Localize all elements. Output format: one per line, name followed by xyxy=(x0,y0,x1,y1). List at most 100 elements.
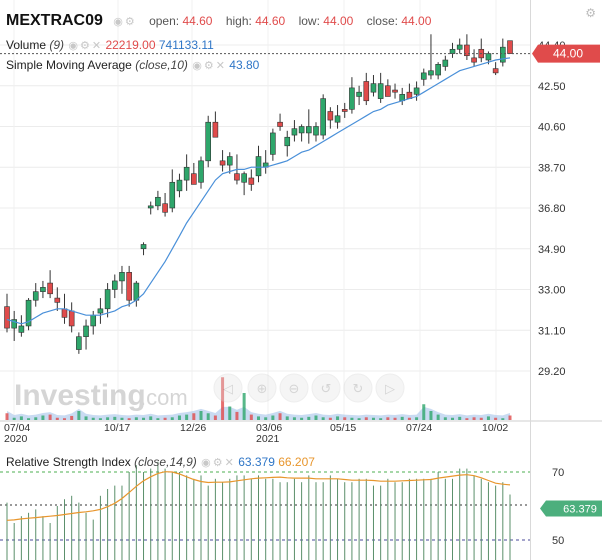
candle[interactable] xyxy=(97,298,104,324)
candle[interactable] xyxy=(18,315,25,337)
volume-bar xyxy=(494,417,498,420)
candle[interactable] xyxy=(349,77,355,114)
volume-close-icon[interactable]: ✕ xyxy=(91,40,102,52)
candle[interactable] xyxy=(341,102,348,118)
candle[interactable] xyxy=(392,83,398,99)
volume-bar xyxy=(185,414,189,420)
rsi-close-icon[interactable]: ✕ xyxy=(224,457,234,469)
close-label: close: xyxy=(366,14,398,28)
volume-settings-icon[interactable]: ⚙ xyxy=(80,40,90,52)
candle[interactable] xyxy=(241,171,247,196)
zoom-in-button[interactable]: ⊕ xyxy=(247,373,277,403)
sma-settings-icon[interactable]: ⚙ xyxy=(203,60,214,72)
candle[interactable] xyxy=(255,145,262,183)
candle[interactable] xyxy=(219,150,226,172)
candle[interactable] xyxy=(76,332,82,354)
candle[interactable] xyxy=(471,49,477,67)
candle[interactable] xyxy=(399,87,406,106)
candle-body xyxy=(341,109,348,112)
candle[interactable] xyxy=(435,62,441,80)
candle[interactable] xyxy=(205,115,211,168)
volume-value-2: 741133.11 xyxy=(158,38,214,52)
candle[interactable] xyxy=(413,81,420,101)
candle[interactable] xyxy=(428,34,434,80)
candle[interactable] xyxy=(262,150,269,174)
candle[interactable] xyxy=(104,283,111,318)
candle[interactable] xyxy=(270,128,276,161)
candle[interactable] xyxy=(248,169,255,191)
hide-icon[interactable]: ◉ xyxy=(113,16,123,28)
candle[interactable] xyxy=(25,298,32,331)
zoom-out-button[interactable]: ⊖ xyxy=(279,373,309,403)
rsi-settings-icon[interactable]: ⚙ xyxy=(212,457,223,469)
candle[interactable] xyxy=(420,68,427,86)
candle[interactable] xyxy=(198,156,204,189)
candle[interactable] xyxy=(54,287,61,311)
candle[interactable] xyxy=(500,38,506,67)
candle-body xyxy=(47,282,53,295)
candle[interactable] xyxy=(226,152,233,174)
candle[interactable] xyxy=(11,310,17,341)
zoom-controls[interactable]: ◁ ⊕ ⊖ ↺ ↻ ▷ xyxy=(213,373,405,403)
sma-hide-icon[interactable]: ◉ xyxy=(192,60,202,72)
candle[interactable] xyxy=(162,192,168,217)
candle[interactable] xyxy=(442,55,449,71)
candle[interactable] xyxy=(90,310,97,335)
candle[interactable] xyxy=(169,169,176,213)
undo-button[interactable]: ↺ xyxy=(311,373,341,403)
candle[interactable] xyxy=(291,120,298,142)
candle[interactable] xyxy=(363,72,370,106)
candle[interactable] xyxy=(370,75,377,97)
candle[interactable] xyxy=(385,79,391,97)
settings-icon[interactable]: ⚙ xyxy=(124,16,135,28)
candle-body xyxy=(104,289,111,310)
candle[interactable] xyxy=(126,265,132,307)
candle[interactable] xyxy=(377,72,384,103)
candle[interactable] xyxy=(155,190,161,211)
candle[interactable] xyxy=(478,38,485,63)
candle[interactable] xyxy=(111,274,118,299)
volume-hide-icon[interactable]: ◉ xyxy=(68,40,78,52)
volume-bar xyxy=(336,416,340,420)
candle[interactable] xyxy=(83,319,89,350)
candle[interactable] xyxy=(32,283,39,307)
candle[interactable] xyxy=(47,270,53,299)
candle[interactable] xyxy=(507,40,513,54)
candle[interactable] xyxy=(492,62,499,76)
candle[interactable] xyxy=(313,122,319,142)
candle[interactable] xyxy=(456,38,463,54)
candle[interactable] xyxy=(147,201,154,215)
candle[interactable] xyxy=(305,109,312,144)
candle[interactable] xyxy=(334,105,341,129)
candle[interactable] xyxy=(133,280,140,307)
candle[interactable] xyxy=(356,85,362,106)
candle[interactable] xyxy=(320,94,326,140)
candle[interactable] xyxy=(183,154,190,191)
volume-bar xyxy=(34,417,38,420)
candle[interactable] xyxy=(212,111,219,138)
candle[interactable] xyxy=(40,280,46,299)
candle[interactable] xyxy=(4,293,10,333)
scroll-left-button[interactable]: ◁ xyxy=(213,373,243,403)
candle[interactable] xyxy=(68,302,75,333)
candle[interactable] xyxy=(284,130,291,157)
scroll-right-button[interactable]: ▷ xyxy=(375,373,405,403)
candle[interactable] xyxy=(464,34,470,61)
candle[interactable] xyxy=(119,265,125,294)
rsi-hide-icon[interactable]: ◉ xyxy=(201,457,211,469)
candle[interactable] xyxy=(140,242,147,256)
sma-close-icon[interactable]: ✕ xyxy=(215,60,225,72)
candle[interactable] xyxy=(277,113,283,131)
candle[interactable] xyxy=(298,124,305,142)
volume-bar xyxy=(249,414,253,420)
candle[interactable] xyxy=(176,173,183,198)
candle[interactable] xyxy=(327,107,334,129)
control-circle xyxy=(279,373,309,403)
candle[interactable] xyxy=(191,162,197,185)
candle-body xyxy=(385,85,391,97)
candlesticks[interactable] xyxy=(4,34,513,354)
settings-gear-icon[interactable]: ⚙ xyxy=(585,6,596,20)
redo-button[interactable]: ↻ xyxy=(343,373,373,403)
price-y-axis[interactable]: 44.4042.5040.6038.7036.8034.9033.0031.10… xyxy=(538,40,566,378)
